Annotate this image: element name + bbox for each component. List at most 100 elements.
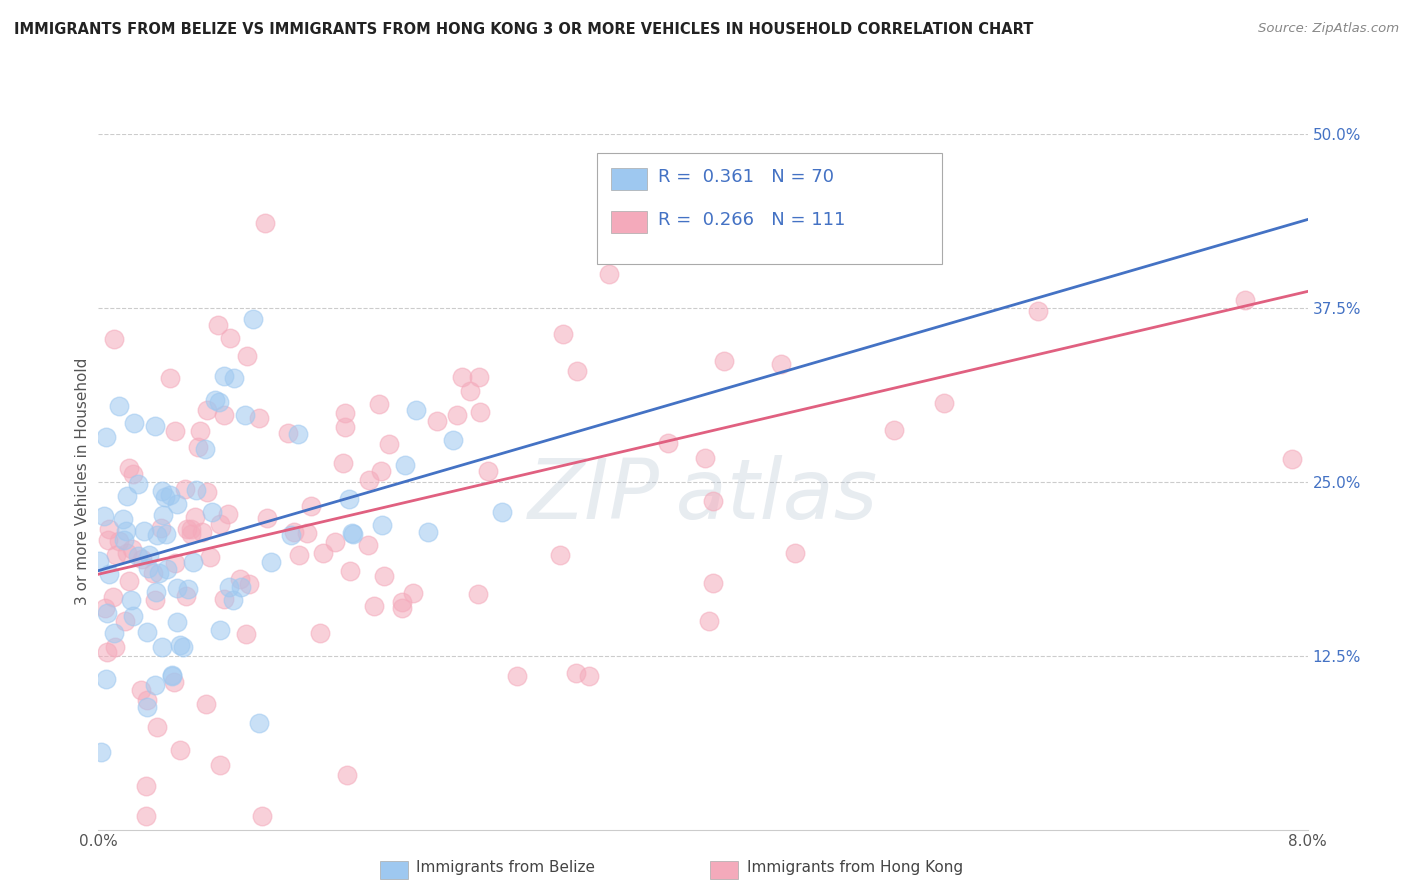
Point	[295, 526, 318, 541]
Point	[93, 508, 115, 523]
Point	[145, 585, 167, 599]
Point	[142, 566, 165, 581]
Point	[468, 369, 491, 384]
Point	[146, 527, 169, 541]
Point	[117, 461, 139, 475]
Point	[702, 575, 724, 590]
Point	[233, 408, 256, 422]
Point	[770, 357, 793, 371]
Point	[115, 489, 138, 503]
Point	[391, 600, 413, 615]
Point	[312, 546, 335, 560]
Text: ZIP atlas: ZIP atlas	[527, 455, 879, 536]
Point	[143, 678, 166, 692]
Point	[156, 562, 179, 576]
Point	[373, 569, 395, 583]
Point	[103, 332, 125, 346]
Point	[135, 808, 157, 822]
Point	[150, 484, 173, 499]
Point	[163, 556, 186, 570]
Point	[148, 566, 170, 580]
Point	[218, 331, 240, 345]
Point	[247, 410, 270, 425]
Point	[96, 606, 118, 620]
Point	[565, 665, 588, 680]
Point	[101, 590, 124, 604]
Text: R =  0.361   N = 70: R = 0.361 N = 70	[658, 168, 834, 186]
Point	[280, 528, 302, 542]
Point	[357, 538, 380, 552]
Point	[138, 549, 160, 563]
Point	[467, 587, 489, 601]
Point	[104, 640, 127, 654]
Point	[287, 426, 309, 441]
Point	[135, 779, 157, 793]
Point	[214, 369, 236, 384]
Point	[187, 440, 209, 454]
Point	[107, 533, 129, 548]
Point	[357, 473, 380, 487]
Point	[934, 396, 956, 410]
Point	[229, 572, 252, 586]
Point	[87, 554, 110, 568]
Point	[218, 580, 240, 594]
Point	[166, 615, 188, 629]
Point	[550, 548, 572, 562]
Point	[108, 400, 131, 414]
Point	[135, 625, 157, 640]
Point	[883, 423, 905, 437]
Point	[394, 458, 416, 472]
Point	[598, 267, 620, 281]
Point	[699, 614, 721, 628]
Point	[145, 720, 167, 734]
Point	[441, 433, 464, 447]
Point	[744, 244, 766, 259]
Point	[250, 808, 273, 822]
Point	[416, 525, 439, 540]
Point	[426, 414, 449, 428]
Point	[370, 464, 392, 478]
Y-axis label: 3 or more Vehicles in Household: 3 or more Vehicles in Household	[75, 358, 90, 606]
Point	[166, 497, 188, 511]
Point	[468, 405, 491, 419]
Point	[163, 674, 186, 689]
Point	[339, 564, 361, 578]
Point	[195, 697, 218, 711]
Point	[150, 521, 173, 535]
Point	[200, 550, 222, 565]
Point	[477, 464, 499, 478]
Point	[136, 560, 159, 574]
Point	[176, 590, 198, 604]
Point	[323, 534, 346, 549]
Point	[96, 645, 118, 659]
Point	[287, 548, 309, 562]
Text: Source: ZipAtlas.com: Source: ZipAtlas.com	[1258, 22, 1399, 36]
Point	[121, 542, 143, 557]
Point	[1074, 77, 1097, 91]
Point	[242, 312, 264, 326]
Point	[567, 364, 589, 378]
Point	[176, 522, 198, 536]
Point	[136, 700, 159, 714]
Point	[657, 436, 679, 450]
Point	[332, 456, 354, 470]
Point	[209, 517, 232, 532]
Point	[115, 524, 138, 539]
Point	[131, 552, 153, 566]
Point	[283, 525, 305, 540]
Point	[184, 483, 207, 498]
Point	[201, 505, 224, 519]
Point	[458, 384, 481, 398]
Point	[713, 354, 735, 368]
Point	[160, 668, 183, 682]
Point	[134, 524, 156, 538]
Point	[299, 499, 322, 513]
Point	[335, 768, 357, 782]
Point	[155, 527, 177, 541]
Point	[391, 595, 413, 609]
Point	[578, 669, 600, 683]
Point	[212, 591, 235, 606]
Point	[685, 177, 707, 191]
Point	[129, 682, 152, 697]
Point	[260, 555, 283, 569]
